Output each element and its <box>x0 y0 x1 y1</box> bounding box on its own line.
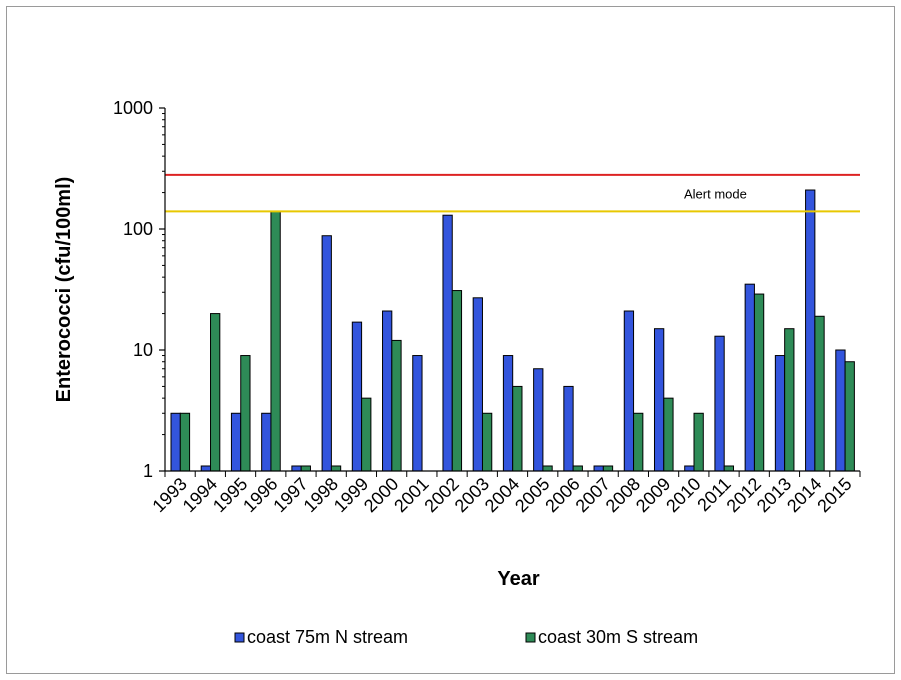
bar-n-stream-2007 <box>593 465 604 472</box>
bar-s-stream-2015 <box>844 361 855 472</box>
legend-label-1: coast 75m N stream <box>247 627 408 647</box>
bar-n-stream-1997 <box>291 465 302 472</box>
y-tick-labels: 1 10 100 1000 <box>113 98 153 481</box>
alert-mode-label: Alert mode <box>684 186 747 201</box>
bar-s-stream-2004 <box>512 385 523 472</box>
bars-group <box>170 189 855 472</box>
bar-n-stream-2000 <box>382 310 393 472</box>
bar-s-stream-2010 <box>693 412 704 472</box>
bar-n-stream-1995 <box>230 412 242 472</box>
bar-n-stream-2014 <box>805 189 816 472</box>
bar-n-stream-2004 <box>502 355 514 472</box>
bar-s-stream-2003 <box>481 412 493 472</box>
y-axis-title: Enterococci (cfu/100ml) <box>53 177 75 403</box>
bar-s-stream-2009 <box>663 397 674 472</box>
bar-s-stream-2011 <box>723 465 735 472</box>
bar-n-stream-1996 <box>261 412 272 472</box>
bar-n-stream-2011 <box>714 335 725 472</box>
bar-n-stream-1994 <box>200 465 212 472</box>
bar-s-stream-2012 <box>753 293 765 472</box>
reference-lines: Alert mode <box>165 173 860 213</box>
bar-s-stream-1997 <box>300 465 311 472</box>
axes-group <box>159 107 861 477</box>
bar-s-stream-2002 <box>451 290 463 472</box>
bar-n-stream-1998 <box>321 235 332 472</box>
x-axis-title: Year <box>497 568 539 590</box>
legend: coast 75m N stream coast 30m S stream <box>234 627 698 647</box>
bar-n-stream-2002 <box>442 214 453 472</box>
bar-n-stream-2005 <box>533 368 544 472</box>
legend-swatch-2 <box>525 632 536 643</box>
bar-n-stream-2003 <box>472 297 483 472</box>
bar-n-stream-1993 <box>170 412 181 472</box>
bar-s-stream-1996 <box>270 210 281 472</box>
bar-s-stream-1998 <box>330 465 342 472</box>
bar-n-stream-2009 <box>653 328 665 472</box>
bar-s-stream-2013 <box>784 328 795 472</box>
bar-s-stream-2000 <box>391 339 402 472</box>
y-tick-label: 100 <box>123 219 153 239</box>
bar-n-stream-2015 <box>835 349 846 472</box>
bar-s-stream-2006 <box>572 465 583 472</box>
bar-s-stream-2007 <box>602 465 614 472</box>
bar-n-stream-2006 <box>563 385 574 472</box>
bar-s-stream-1993 <box>179 412 191 472</box>
y-tick-label: 10 <box>133 340 153 360</box>
bar-n-stream-2010 <box>684 465 695 472</box>
x-tick-label: 2015 <box>813 474 855 516</box>
bar-n-stream-2012 <box>744 283 755 472</box>
y-tick-label: 1000 <box>113 98 153 118</box>
bar-s-stream-2014 <box>814 315 825 472</box>
bar-n-stream-2013 <box>774 355 786 472</box>
bar-n-stream-2008 <box>623 310 635 472</box>
bar-s-stream-1999 <box>361 397 372 472</box>
bar-s-stream-2005 <box>542 465 553 472</box>
y-tick-label: 1 <box>143 461 153 481</box>
bar-s-stream-2008 <box>633 412 644 472</box>
bar-n-stream-1999 <box>351 321 363 472</box>
bar-s-stream-1994 <box>210 313 221 472</box>
bar-n-stream-2001 <box>412 355 423 472</box>
bar-s-stream-1995 <box>240 355 251 472</box>
legend-swatch-1 <box>234 632 245 643</box>
x-tick-labels: 1993199419951996199719981999200020012002… <box>148 474 855 516</box>
legend-label-2: coast 30m S stream <box>538 627 698 647</box>
